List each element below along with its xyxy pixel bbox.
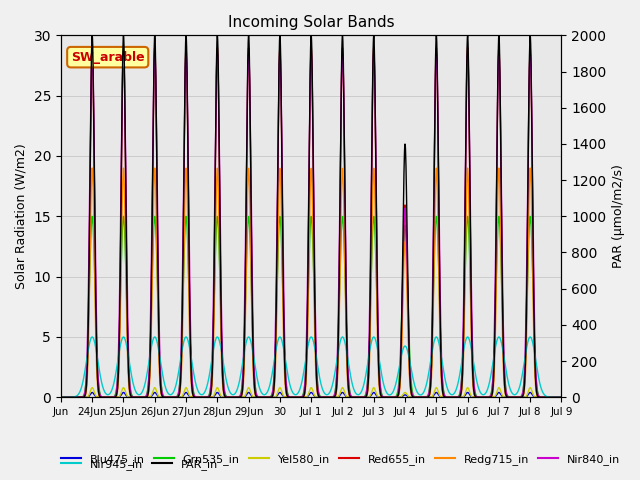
- Nir945_in: [57, 395, 65, 400]
- Yel580_in: [301, 395, 308, 400]
- Blu475_in: [57, 395, 65, 400]
- PAR_in: [57, 395, 65, 400]
- PAR_in: [543, 395, 551, 400]
- Red655_in: [451, 395, 459, 400]
- Redg715_in: [57, 395, 65, 400]
- Line: Yel580_in: Yel580_in: [61, 388, 561, 397]
- Redg715_in: [301, 392, 308, 398]
- PAR_in: [301, 391, 308, 396]
- Redg715_in: [83, 387, 90, 393]
- Redg715_in: [543, 395, 551, 400]
- Yel580_in: [451, 395, 459, 400]
- Grn535_in: [301, 383, 308, 389]
- Legend: Blu475_in, Grn535_in, Yel580_in, Red655_in, Redg715_in, Nir840_in: Blu475_in, Grn535_in, Yel580_in, Red655_…: [57, 450, 625, 469]
- Line: Redg715_in: Redg715_in: [61, 168, 561, 397]
- Blu475_in: [557, 395, 565, 400]
- Nir945_in: [543, 394, 551, 399]
- Nir840_in: [301, 384, 308, 390]
- Nir945_in: [451, 389, 459, 395]
- Blu475_in: [543, 395, 551, 400]
- Red655_in: [301, 391, 308, 396]
- Red655_in: [88, 45, 96, 50]
- Blu475_in: [543, 395, 551, 400]
- Redg715_in: [543, 395, 551, 400]
- Nir945_in: [83, 359, 90, 364]
- Red655_in: [543, 395, 551, 400]
- Yel580_in: [83, 394, 90, 400]
- Nir840_in: [451, 395, 459, 400]
- Yel580_in: [543, 395, 551, 400]
- Line: Blu475_in: Blu475_in: [61, 393, 561, 397]
- Grn535_in: [287, 395, 295, 400]
- Yel580_in: [543, 395, 551, 400]
- PAR_in: [83, 383, 90, 388]
- Line: Nir840_in: Nir840_in: [61, 53, 561, 397]
- Red655_in: [543, 395, 551, 400]
- Yel580_in: [287, 395, 295, 400]
- Line: Nir945_in: Nir945_in: [61, 337, 561, 397]
- Yel580_in: [88, 385, 96, 391]
- Nir945_in: [287, 386, 295, 392]
- Nir840_in: [83, 370, 90, 375]
- Grn535_in: [543, 395, 551, 400]
- PAR_in: [557, 395, 565, 400]
- Line: Grn535_in: Grn535_in: [61, 216, 561, 397]
- Redg715_in: [557, 395, 565, 400]
- Nir840_in: [543, 395, 551, 400]
- Nir945_in: [543, 394, 551, 399]
- Legend: Nir945_in, PAR_in: Nir945_in, PAR_in: [57, 455, 223, 474]
- Redg715_in: [451, 395, 459, 400]
- Nir840_in: [57, 395, 65, 400]
- Red655_in: [287, 395, 295, 400]
- Yel580_in: [557, 395, 565, 400]
- Line: Red655_in: Red655_in: [61, 48, 561, 397]
- Nir945_in: [88, 334, 96, 340]
- Red655_in: [557, 395, 565, 400]
- Blu475_in: [83, 395, 90, 400]
- Y-axis label: Solar Radiation (W/m2): Solar Radiation (W/m2): [15, 144, 28, 289]
- Line: PAR_in: PAR_in: [61, 36, 561, 397]
- Text: SW_arable: SW_arable: [71, 51, 145, 64]
- Title: Incoming Solar Bands: Incoming Solar Bands: [228, 15, 394, 30]
- Redg715_in: [88, 165, 96, 171]
- PAR_in: [88, 33, 96, 38]
- Nir840_in: [557, 395, 565, 400]
- Nir840_in: [543, 395, 551, 400]
- Grn535_in: [451, 395, 459, 400]
- Redg715_in: [287, 395, 295, 400]
- Grn535_in: [57, 395, 65, 400]
- Nir840_in: [88, 50, 96, 56]
- Yel580_in: [57, 395, 65, 400]
- Nir945_in: [557, 395, 565, 400]
- Grn535_in: [83, 372, 90, 378]
- Red655_in: [57, 395, 65, 400]
- PAR_in: [287, 395, 295, 400]
- Grn535_in: [88, 214, 96, 219]
- Blu475_in: [301, 395, 308, 400]
- Nir945_in: [301, 364, 308, 370]
- Blu475_in: [451, 395, 459, 400]
- PAR_in: [451, 395, 459, 400]
- Nir840_in: [287, 395, 295, 400]
- Grn535_in: [543, 395, 551, 400]
- PAR_in: [543, 395, 551, 400]
- Red655_in: [83, 383, 90, 389]
- Blu475_in: [88, 390, 96, 396]
- Blu475_in: [287, 395, 295, 400]
- Y-axis label: PAR (μmol/m2/s): PAR (μmol/m2/s): [612, 164, 625, 268]
- Grn535_in: [557, 395, 565, 400]
